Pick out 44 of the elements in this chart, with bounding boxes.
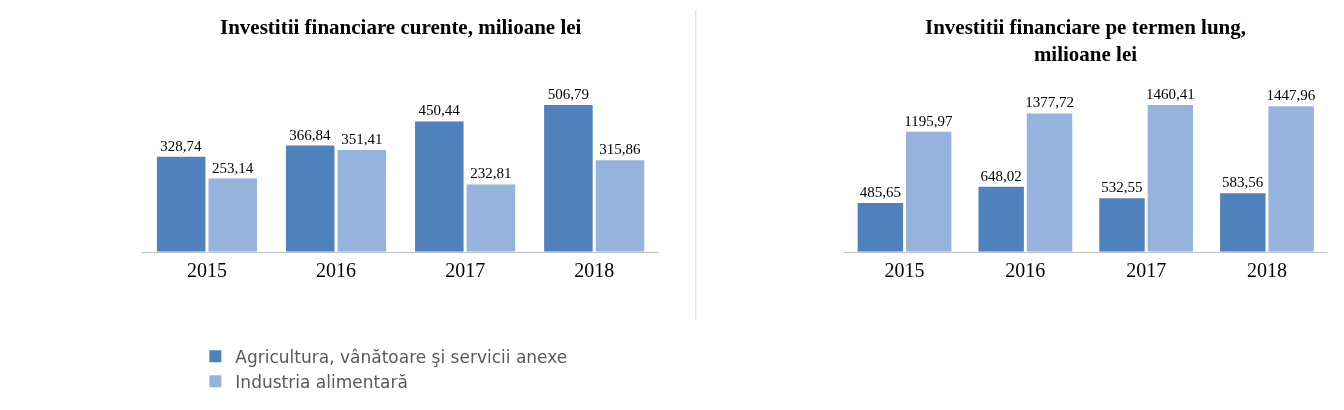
data-label: 253,14: [211, 159, 254, 176]
bar: [337, 150, 387, 252]
x-tick-label: 2015: [186, 258, 227, 281]
data-label: 232,81: [470, 165, 512, 182]
data-label: 328,74: [160, 137, 202, 154]
bar: [466, 184, 516, 252]
bar: [857, 203, 904, 252]
data-label: 1195,97: [904, 112, 954, 129]
bar: [1099, 198, 1145, 252]
data-label: 351,41: [341, 131, 383, 148]
data-label: 1377,72: [1025, 94, 1074, 111]
bar: [1147, 105, 1194, 252]
data-label: 315,86: [599, 141, 641, 158]
data-label: 583,56: [1221, 174, 1264, 191]
x-tick-label: 2018: [1246, 258, 1287, 281]
data-label: 532,55: [1101, 179, 1143, 196]
bar: [208, 178, 258, 252]
bar: [1268, 106, 1314, 252]
bar: [1220, 193, 1266, 252]
chart-title: Investitii financiare pe termen lung, milioane lei: [925, 15, 1247, 67]
bar: [415, 121, 464, 252]
x-tick-label: 2017: [445, 258, 486, 281]
data-label: 1460,41: [1145, 86, 1195, 103]
bar: [285, 145, 335, 252]
data-label: 450,44: [418, 102, 461, 119]
bar: [905, 131, 952, 252]
x-tick-label: 2015: [884, 258, 925, 281]
bar: [544, 105, 593, 252]
bar: [156, 156, 206, 252]
bar: [1026, 113, 1073, 252]
x-tick-label: 2017: [1126, 258, 1167, 281]
data-label: 366,84: [289, 126, 332, 143]
data-label: 485,65: [859, 184, 901, 201]
data-label: 648,02: [980, 167, 1022, 184]
x-tick-label: 2016: [1005, 258, 1046, 281]
bar: [595, 160, 645, 252]
x-tick-label: 2018: [574, 258, 615, 281]
data-label: 1447,96: [1266, 87, 1316, 104]
bar: [978, 186, 1024, 252]
legend-label: Industria alimentară: [235, 371, 408, 392]
legend-label: Agricultura, vânătoare şi servicii anexe: [235, 346, 568, 367]
chart-title: Investitii financiare curente, milioane lei: [220, 15, 582, 39]
x-tick-label: 2016: [316, 258, 357, 281]
data-label: 506,79: [547, 86, 590, 103]
